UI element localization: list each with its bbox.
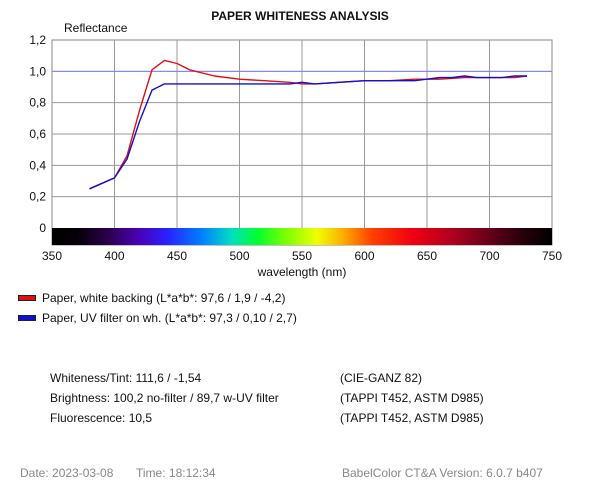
footer-time: Time: 18:12:34 (136, 466, 216, 480)
x-tick-label: 550 (292, 249, 312, 263)
x-tick-label: 750 (542, 249, 562, 263)
y-tick-label: 0,2 (29, 190, 46, 204)
series-line-white-backing (89, 59, 528, 190)
x-tick-label: 650 (417, 249, 437, 263)
chart-title: PAPER WHITENESS ANALYSIS (211, 9, 389, 23)
y-tick-label: 0,4 (29, 158, 46, 172)
legend-swatch-red (18, 295, 36, 301)
series-line-uv-filter (89, 75, 527, 190)
y-tick-label: 1,0 (29, 64, 46, 78)
y-tick-label: 1,2 (29, 33, 46, 47)
brightness-value: Brightness: 100,2 no-filter / 89,7 w-UV … (50, 391, 279, 405)
y-tick-label: 0,6 (29, 127, 46, 141)
spectrum-bar (52, 228, 552, 245)
x-tick-label: 400 (104, 249, 124, 263)
reflectance-chart: 350 400 450 500 550 600 650 700 750 0 0,2 0,4 0,6 0,8… (29, 33, 562, 263)
brightness-standard: (TAPPI T452, ASTM D985) (340, 391, 484, 405)
x-tick-label: 450 (167, 249, 187, 263)
x-tick-label: 350 (42, 249, 62, 263)
whiteness-value: Whiteness/Tint: 111,6 / -1,54 (50, 371, 202, 385)
footer-version: BabelColor CT&A Version: 6.0.7 b407 (342, 466, 543, 480)
y-tick-label: 0,8 (29, 96, 46, 110)
fluorescence-value: Fluorescence: 10,5 (50, 411, 153, 425)
x-tick-label: 600 (354, 249, 374, 263)
legend-item-white-backing: Paper, white backing (L*a*b*: 97,6 / 1,9… (18, 291, 285, 305)
legend-label: Paper, white backing (L*a*b*: 97,6 / 1,9… (42, 291, 286, 305)
y-tick-label: 0 (39, 221, 46, 235)
legend-swatch-blue (18, 315, 36, 321)
y-axis-label: Reflectance (64, 21, 128, 35)
whiteness-standard: (CIE-GANZ 82) (340, 371, 423, 385)
legend-label: Paper, UV filter on wh. (L*a*b*: 97,3 / … (42, 311, 297, 325)
x-axis-label: wavelength (nm) (257, 265, 347, 279)
fluorescence-standard: (TAPPI T452, ASTM D985) (340, 411, 484, 425)
footer-date: Date: 2023-03-08 (20, 466, 114, 480)
x-tick-label: 700 (479, 249, 499, 263)
legend-item-uv-filter: Paper, UV filter on wh. (L*a*b*: 97,3 / … (18, 311, 297, 325)
x-tick-label: 500 (229, 249, 249, 263)
